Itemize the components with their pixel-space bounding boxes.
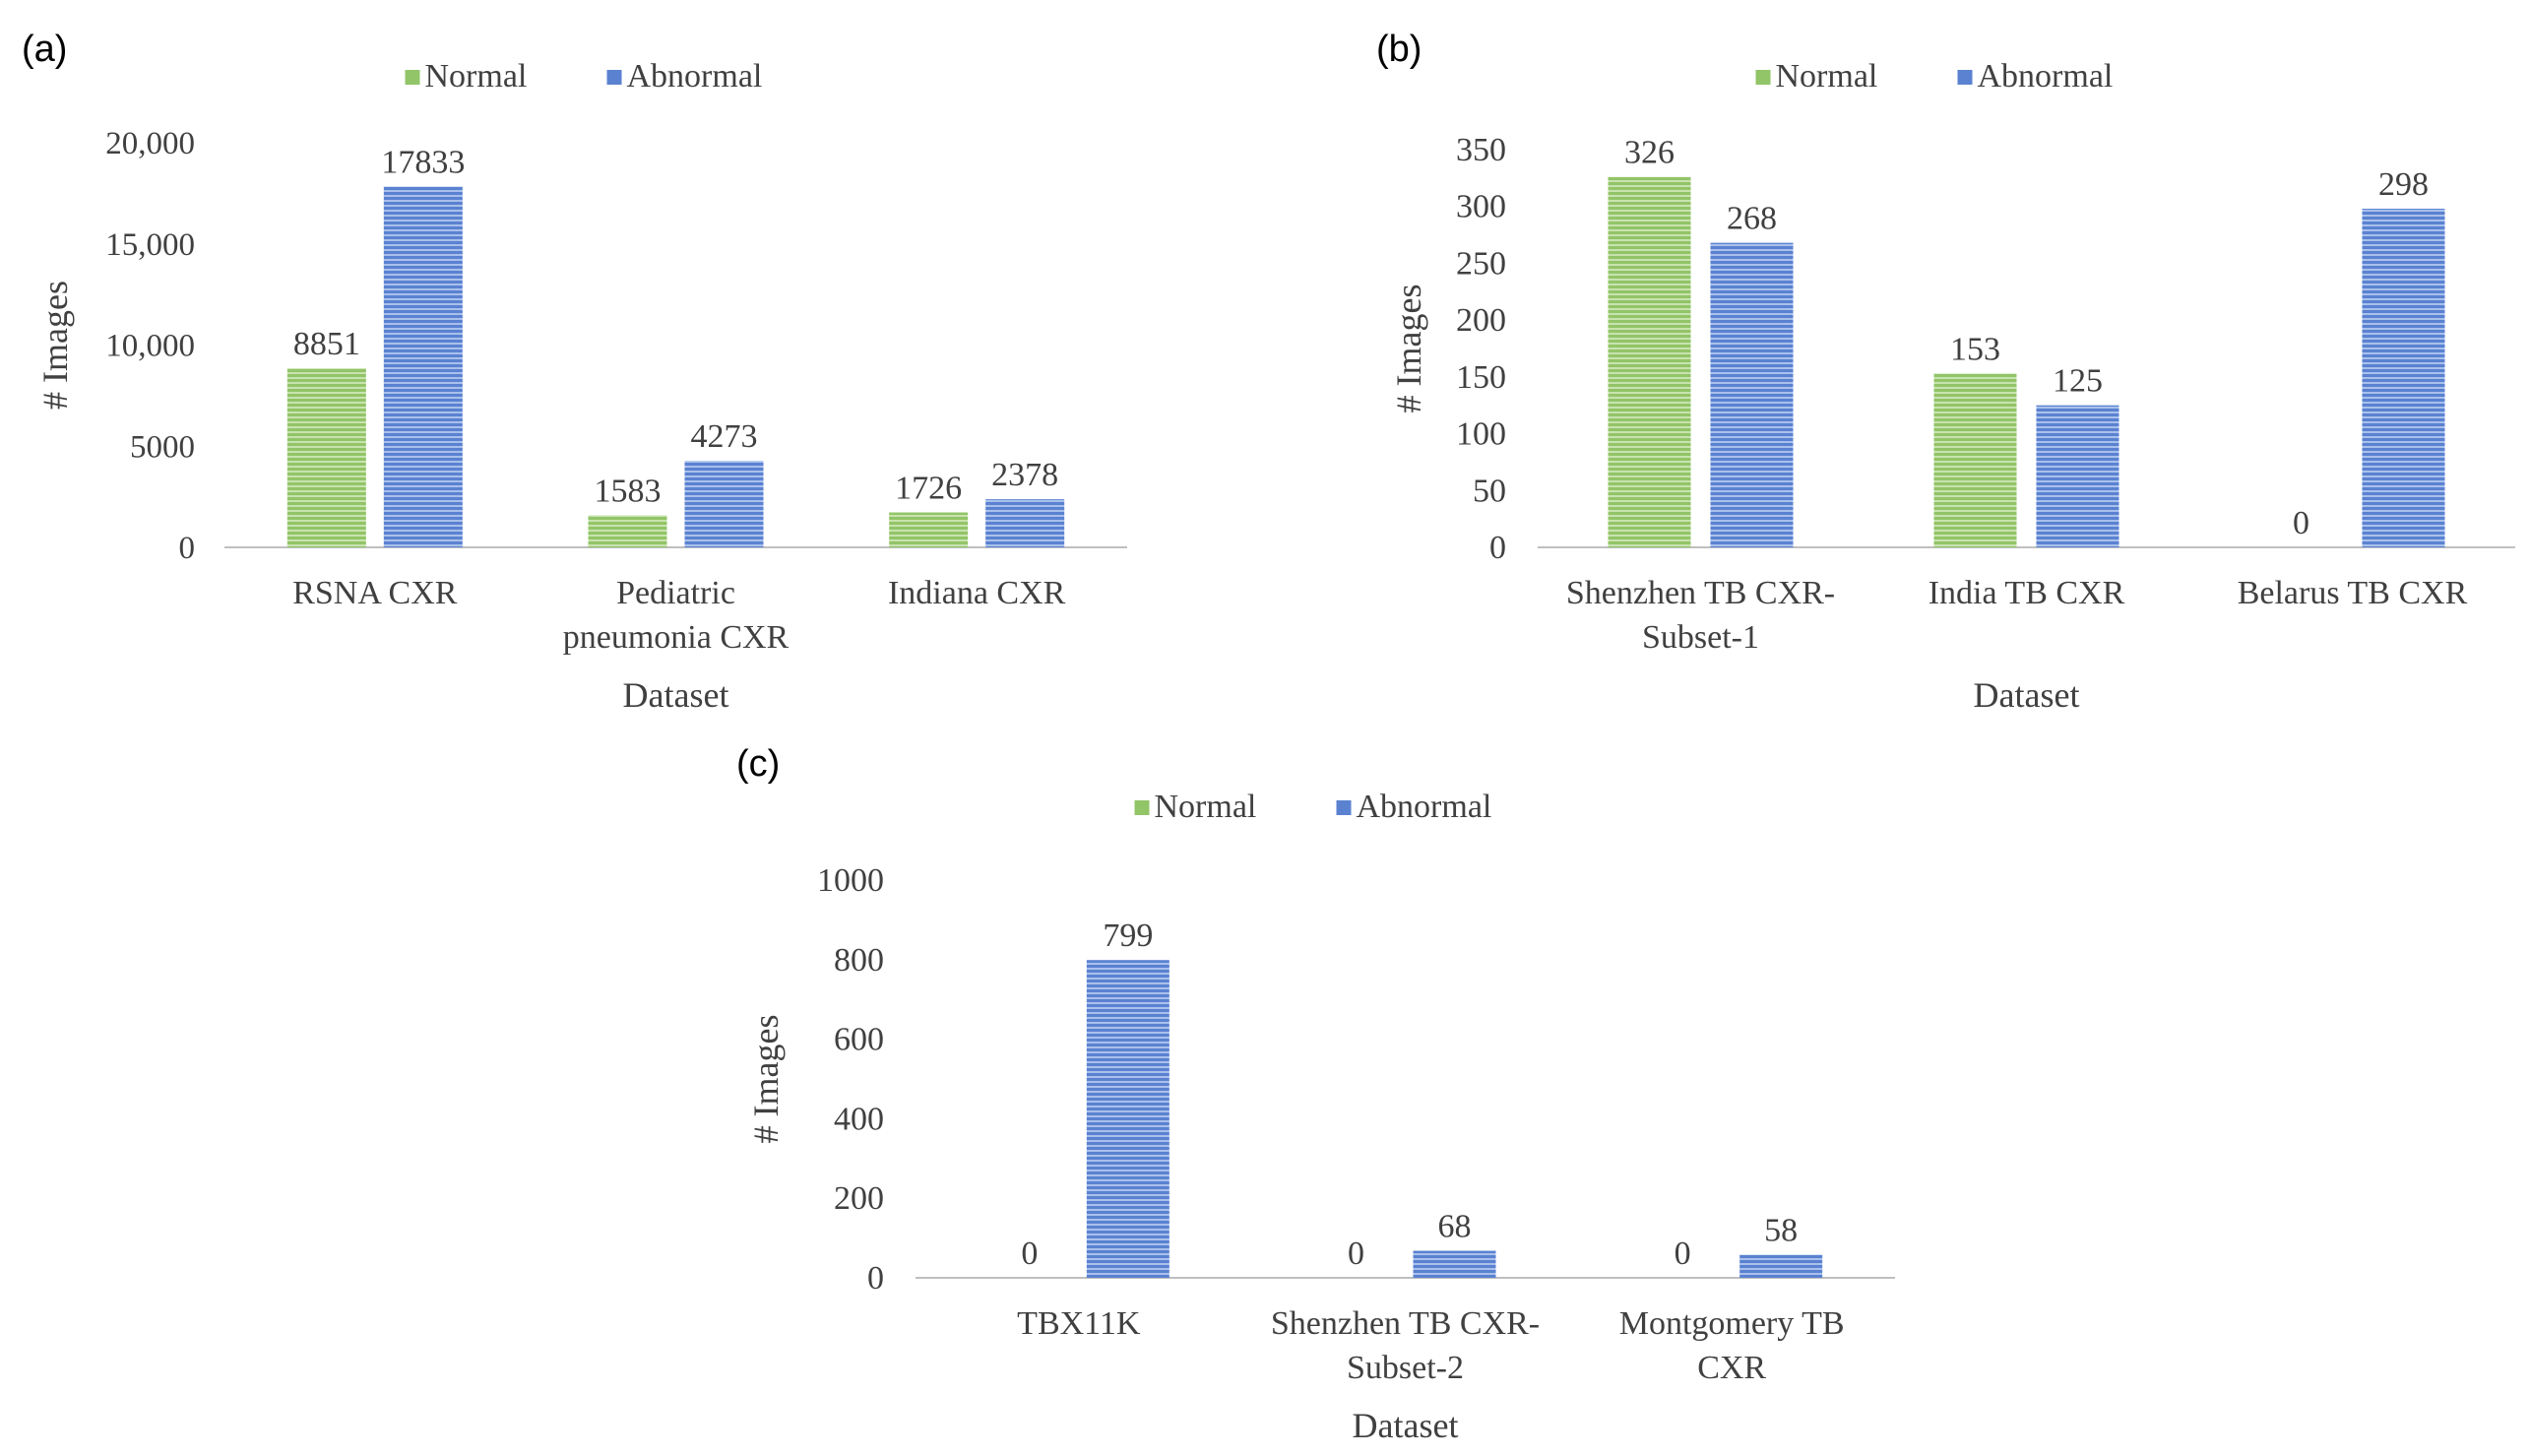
legend-label-abnormal: Abnormal bbox=[1978, 58, 2114, 95]
bar-abnormal bbox=[1739, 1254, 1823, 1278]
legend-swatch-normal bbox=[405, 70, 420, 85]
y-tick-label: 150 bbox=[1456, 359, 1506, 396]
y-tick-label: 1000 bbox=[817, 862, 884, 899]
bar-abnormal bbox=[684, 461, 764, 547]
bar-abnormal bbox=[1086, 960, 1170, 1278]
legend-swatch-normal bbox=[1755, 70, 1771, 85]
y-tick-label: 15,000 bbox=[105, 227, 195, 263]
data-label-abnormal: 68 bbox=[1438, 1209, 1472, 1245]
legend-swatch-normal bbox=[1134, 800, 1150, 815]
data-label-abnormal: 2378 bbox=[991, 457, 1058, 493]
chart-panel-2: (b) Normal Abnormal 0 50 100 150 200 250 300 350 # … bbox=[1376, 29, 2515, 715]
bar-normal bbox=[1933, 373, 2017, 547]
category-label: Indiana CXR bbox=[888, 575, 1066, 611]
chart-panel-1: (a) Normal Abnormal 0 5000 10,000 15,000 20,000… bbox=[22, 29, 1127, 715]
category-label: Shenzhen TB CXR- bbox=[1271, 1305, 1540, 1342]
category-label: India TB CXR bbox=[1928, 575, 2125, 611]
data-label-normal: 0 bbox=[1348, 1235, 1364, 1272]
data-label-normal: 1583 bbox=[595, 473, 662, 509]
category-label: Belarus TB CXR bbox=[2238, 575, 2468, 611]
data-label-normal: 326 bbox=[1624, 135, 1675, 171]
y-tick-label: 50 bbox=[1473, 473, 1506, 509]
y-tick-label: 200 bbox=[834, 1180, 884, 1217]
category-label: RSNA CXR bbox=[292, 575, 458, 611]
y-tick-label: 100 bbox=[1456, 416, 1506, 453]
y-tick-label: 300 bbox=[1456, 189, 1506, 225]
data-label-abnormal: 125 bbox=[2053, 363, 2103, 400]
y-axis-title: # Images bbox=[746, 1015, 786, 1144]
y-axis-title: # Images bbox=[1389, 285, 1428, 413]
legend: Normal Abnormal bbox=[1755, 58, 2114, 95]
x-axis-title: Dataset bbox=[1974, 675, 2080, 715]
legend: Normal Abnormal bbox=[405, 58, 763, 95]
y-tick-label: 600 bbox=[834, 1022, 884, 1058]
legend-label-abnormal: Abnormal bbox=[627, 58, 763, 95]
bar-normal bbox=[286, 368, 366, 547]
y-axis-title: # Images bbox=[35, 281, 75, 410]
category-label: CXR bbox=[1697, 1350, 1766, 1386]
y-tick-label: 250 bbox=[1456, 245, 1506, 282]
data-label-abnormal: 58 bbox=[1764, 1213, 1798, 1249]
legend-label-normal: Normal bbox=[425, 58, 528, 95]
bar-abnormal bbox=[1710, 242, 1794, 547]
y-tick-label: 10,000 bbox=[105, 329, 195, 364]
bar-abnormal bbox=[2362, 209, 2445, 547]
bar-abnormal bbox=[1413, 1250, 1496, 1278]
data-label-abnormal: 268 bbox=[1727, 201, 1777, 237]
bar-normal bbox=[588, 515, 667, 547]
legend-label-normal: Normal bbox=[1155, 789, 1257, 825]
y-tick-label: 200 bbox=[1456, 302, 1506, 339]
data-label-abnormal: 799 bbox=[1103, 918, 1153, 954]
legend-label-normal: Normal bbox=[1776, 58, 1878, 95]
bar-abnormal bbox=[985, 499, 1065, 547]
category-label: TBX11K bbox=[1017, 1305, 1141, 1342]
y-tick-label: 800 bbox=[834, 942, 884, 979]
bar-abnormal bbox=[2036, 405, 2119, 547]
data-label-normal: 0 bbox=[1675, 1235, 1691, 1272]
legend-label-abnormal: Abnormal bbox=[1357, 789, 1492, 825]
y-tick-label: 5000 bbox=[130, 429, 195, 465]
y-tick-label: 0 bbox=[179, 531, 196, 566]
bar-abnormal bbox=[383, 186, 463, 547]
y-tick-label: 350 bbox=[1456, 132, 1506, 168]
data-label-normal: 8851 bbox=[293, 326, 360, 362]
chart-panel-3: (c) Normal Abnormal 0 200 400 600 800 1000 # Imag… bbox=[736, 743, 1895, 1445]
data-label-normal: 153 bbox=[1950, 331, 2000, 367]
data-label-abnormal: 4273 bbox=[691, 418, 758, 455]
category-label: pneumonia CXR bbox=[563, 619, 790, 656]
panel-label: (a) bbox=[22, 29, 67, 70]
legend: Normal Abnormal bbox=[1134, 789, 1492, 825]
y-tick-label: 20,000 bbox=[105, 126, 195, 161]
data-label-normal: 1726 bbox=[895, 471, 962, 507]
data-label-abnormal: 17833 bbox=[381, 145, 465, 181]
legend-swatch-abnormal bbox=[1957, 70, 1973, 85]
y-tick-label: 0 bbox=[867, 1260, 884, 1297]
panel-label: (c) bbox=[736, 743, 780, 785]
data-label-normal: 0 bbox=[2293, 505, 2309, 541]
category-label: Pediatric bbox=[616, 575, 735, 611]
panel-label: (b) bbox=[1376, 29, 1422, 70]
bar-normal bbox=[889, 512, 969, 547]
y-tick-label: 0 bbox=[1489, 530, 1506, 566]
bar-normal bbox=[1608, 176, 1691, 547]
legend-swatch-abnormal bbox=[606, 70, 622, 85]
category-label: Subset-2 bbox=[1347, 1350, 1464, 1386]
data-label-normal: 0 bbox=[1021, 1235, 1038, 1272]
legend-swatch-abnormal bbox=[1336, 800, 1352, 815]
data-label-abnormal: 298 bbox=[2378, 166, 2429, 203]
category-label: Shenzhen TB CXR- bbox=[1566, 575, 1835, 611]
x-axis-title: Dataset bbox=[623, 675, 729, 715]
category-label: Montgomery TB bbox=[1619, 1305, 1845, 1342]
y-tick-label: 400 bbox=[834, 1101, 884, 1137]
category-label: Subset-1 bbox=[1642, 619, 1759, 656]
x-axis-title: Dataset bbox=[1353, 1406, 1459, 1445]
